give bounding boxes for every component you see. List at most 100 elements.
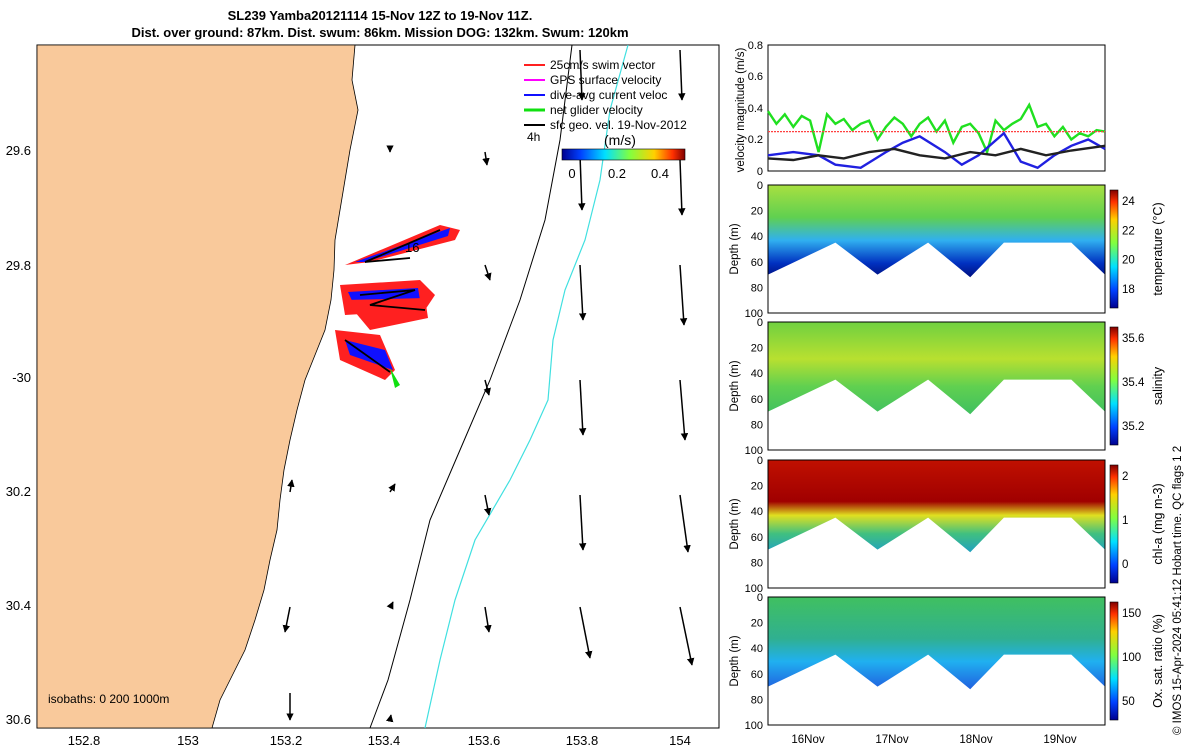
y-tick-label: 60 [751, 394, 763, 406]
credit-text: © IMOS 15-Apr-2024 05:41:12 Hobart time.… [1172, 445, 1184, 735]
map-y-axis: 29.6 29.8 -30 30.2 30.4 30.6 [6, 143, 31, 727]
colorbar-tick-label: 20 [1122, 255, 1135, 267]
colorbar-tick-label: 50 [1122, 696, 1135, 708]
colorbar-tick-label: 22 [1122, 225, 1135, 237]
glider-track: 16 [335, 225, 460, 388]
colorbar-tick-label: 18 [1122, 284, 1135, 296]
section-panel-2: 0 20 40 60 80 100 Depth (m) 35.6 35.4 35.2 salinit… [729, 317, 1165, 457]
y-tick-label: 100 [745, 583, 763, 595]
y-tick-label: 30.2 [6, 484, 31, 499]
legend-item: 25cm/s swim vector [550, 58, 655, 72]
section-ylabel: Depth (m) [729, 223, 741, 274]
section-ylabel: Depth (m) [729, 635, 741, 686]
section-axes-box [767, 184, 1106, 314]
colorbar-label: salinity [1151, 366, 1165, 405]
colorbar-tick: 0 [568, 166, 575, 181]
colorbar-label: temperature (°C) [1151, 202, 1165, 295]
y-tick-label: 30.6 [6, 712, 31, 727]
section-ylabel: Depth (m) [729, 360, 741, 411]
x-tick-label: 19Nov [1043, 734, 1076, 746]
legend-item: sfc geo. vel. 19-Nov-2012 [550, 118, 687, 132]
y-tick-label: 40 [751, 643, 763, 655]
legend-item: net glider velocity [550, 103, 643, 117]
y-tick-label: 0.2 [748, 134, 763, 146]
track-day-label: 16 [405, 240, 419, 255]
y-tick-label: 0 [757, 592, 763, 604]
section-ylabel: Depth (m) [729, 498, 741, 549]
section-fill [768, 185, 1105, 278]
section-axes-box [767, 596, 1106, 726]
x-tick-label: 153.4 [368, 733, 401, 748]
colorbar-tick-label: 24 [1122, 196, 1135, 208]
map-x-axis: 152.8 153 153.2 153.4 153.6 153.8 154 [68, 733, 691, 748]
colorbar-tick-label: 150 [1122, 608, 1141, 620]
colorbar-tick: 0.2 [608, 166, 626, 181]
colorbar-tick-label: 100 [1122, 652, 1141, 664]
velocity-axes-box [767, 44, 1106, 172]
x-tick-label: 154 [669, 733, 691, 748]
section-fill [768, 322, 1105, 415]
land-coastline [36, 44, 359, 729]
y-tick-label: 100 [745, 720, 763, 732]
velocity-panel: 0.8 0.6 0.4 0.2 0 velocity magnitude (m/… [735, 40, 1106, 178]
y-tick-label: 80 [751, 694, 763, 706]
time-x-axis: 16Nov 17Nov 18Nov 19Nov [791, 734, 1076, 746]
y-tick-label: 40 [751, 368, 763, 380]
isobath-1000m [424, 44, 629, 729]
velocity-y-axis: 0.8 0.6 0.4 0.2 0 [748, 40, 763, 178]
colorbar-tick-label: 35.4 [1122, 377, 1145, 389]
isobath-200m [369, 44, 573, 729]
x-tick-label: 16Nov [791, 734, 824, 746]
y-tick-label: 29.6 [6, 143, 31, 158]
section-fill [768, 597, 1105, 690]
section-axes-box [767, 459, 1106, 589]
colorbar-label: Ox. sat. ratio (%) [1151, 614, 1165, 708]
velocity-series [767, 102, 1106, 170]
section-colorbar [1109, 464, 1119, 584]
colorbar-tick-label: 35.6 [1122, 333, 1144, 345]
y-tick-label: 20 [751, 206, 763, 218]
colorbar-tick: 0.4 [651, 166, 669, 181]
colorbar-tick-label: 0 [1122, 559, 1128, 571]
map-panel: 16 25cm/s swim vector GPS surface veloci… [6, 44, 720, 748]
colorbar-tick-label: 1 [1122, 515, 1128, 527]
section-panel-1: 0 20 40 60 80 100 Depth (m) 24 22 20 18 temperature… [729, 180, 1165, 320]
x-tick-label: 153.2 [270, 733, 303, 748]
y-tick-label: 100 [745, 445, 763, 457]
y-tick-label: 0 [757, 166, 763, 178]
y-tick-label: 60 [751, 532, 763, 544]
x-tick-label: 153.8 [566, 733, 599, 748]
x-tick-label: 152.8 [68, 733, 101, 748]
y-tick-label: 0.4 [748, 103, 763, 115]
y-tick-label: 20 [751, 481, 763, 493]
colorbar-label: chl-a (mg m-3) [1151, 483, 1165, 564]
section-panel-3: 0 20 40 60 80 100 Depth (m) 2 1 0 chl-a (mg m-3) [729, 455, 1165, 595]
y-tick-label: 80 [751, 557, 763, 569]
x-tick-label: 153.6 [468, 733, 501, 748]
figure-title: SL239 Yamba20121114 15-Nov 12Z to 19-Nov… [227, 8, 533, 23]
legend-item: GPS surface velocity [550, 73, 661, 87]
section-colorbar [1109, 601, 1119, 721]
y-tick-label: 60 [751, 257, 763, 269]
colorbar-tick-label: 2 [1122, 471, 1128, 483]
y-tick-label: 29.8 [6, 258, 31, 273]
section-colorbar [1109, 189, 1119, 309]
y-tick-label: 40 [751, 231, 763, 243]
colorbar-title: (m/s) [604, 132, 636, 148]
time-label: 4h [527, 130, 540, 144]
y-tick-label: 0.8 [748, 40, 763, 52]
series-line-sfc-geo-vel- [767, 144, 1106, 162]
figure-subtitle: Dist. over ground: 87km. Dist. swum: 86k… [131, 25, 629, 40]
colorbar-tick-label: 35.2 [1122, 421, 1144, 433]
y-tick-label: -30 [12, 370, 31, 385]
map-legend: 25cm/s swim vector GPS surface velocity … [524, 58, 687, 181]
section-colorbar [1109, 326, 1119, 446]
y-tick-label: 20 [751, 618, 763, 630]
legend-item: dive-avg current veloc [550, 88, 667, 102]
y-tick-label: 100 [745, 308, 763, 320]
y-tick-label: 0.6 [748, 71, 763, 83]
y-tick-label: 80 [751, 282, 763, 294]
y-tick-label: 20 [751, 343, 763, 355]
